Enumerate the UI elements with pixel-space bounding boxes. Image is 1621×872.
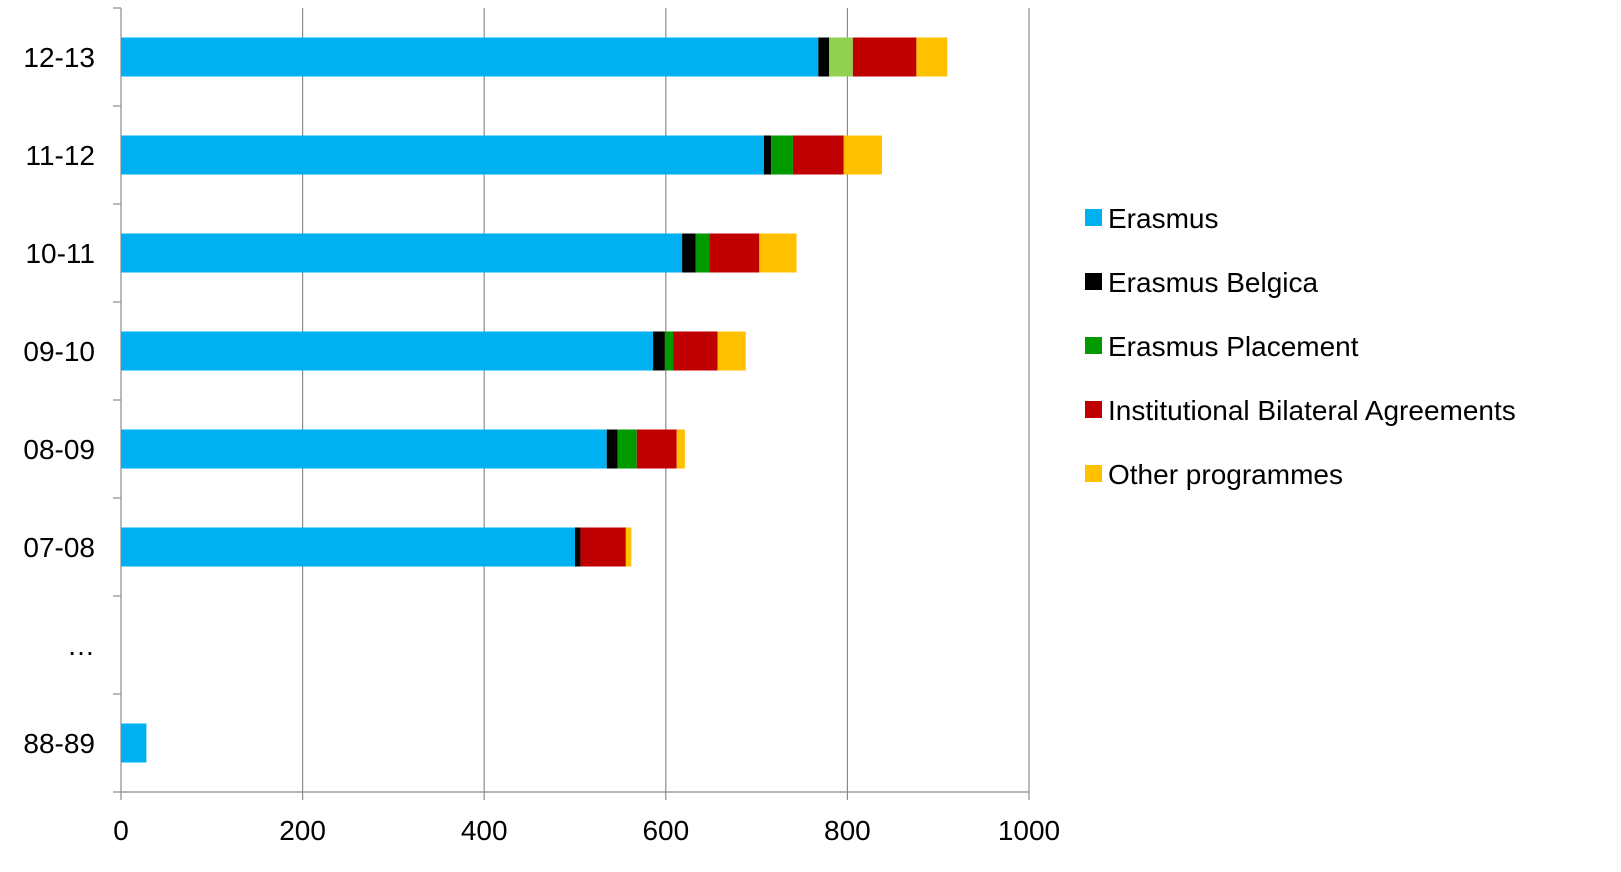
x-tick-label: 1000 [998, 815, 1060, 846]
legend-label: Erasmus [1108, 203, 1218, 234]
bar-segment-erasmus [121, 723, 147, 763]
bar-segment-erasmus-placement [664, 331, 674, 371]
legend-swatch [1085, 337, 1102, 354]
legend-label: Erasmus Placement [1108, 331, 1359, 362]
bar-segment-institutional-bilateral-agreements [792, 135, 844, 175]
bar-segment-erasmus-belgica [682, 233, 696, 273]
legend-label: Institutional Bilateral Agreements [1108, 395, 1516, 426]
bar-segment-erasmus [121, 233, 683, 273]
gridlines [302, 8, 1030, 792]
y-tick-label: 11-12 [25, 140, 95, 171]
bar-segment-erasmus-placement [695, 233, 710, 273]
bar-segment-institutional-bilateral-agreements [673, 331, 718, 371]
bar-segment-erasmus [121, 37, 819, 77]
legend: Erasmus Erasmus Belgica Erasmus Placement I… [1085, 203, 1516, 490]
y-tick-label: 10-11 [25, 238, 95, 269]
y-tick-label: 09-10 [23, 336, 95, 367]
bar-segment-institutional-bilateral-agreements [852, 37, 917, 77]
bar-segment-erasmus-belgica [606, 429, 618, 469]
bar-segment-institutional-bilateral-agreements [580, 527, 626, 567]
bar-segment-erasmus-belgica [653, 331, 665, 371]
axes [113, 7, 1030, 800]
bar-segment-other-programmes [717, 331, 746, 371]
tick-labels: 12-13 11-12 10-11 09-10 08-09 07-08 … 88-89 0 200… [23, 42, 1060, 846]
bar-segment-erasmus [121, 429, 607, 469]
legend-swatch [1085, 401, 1102, 418]
bar-segment-erasmus [121, 331, 654, 371]
x-tick-label: 200 [279, 815, 326, 846]
bar-segment-erasmus-belgica [818, 37, 830, 77]
x-tick-label: 0 [113, 815, 129, 846]
legend-swatch [1085, 465, 1102, 482]
bar-segment-other-programmes [916, 37, 948, 77]
legend-label: Other programmes [1108, 459, 1343, 490]
bar-segment-erasmus-placement [617, 429, 637, 469]
bar-segment-erasmus-placement [771, 135, 793, 175]
bar-segment-other-programmes [843, 135, 882, 175]
y-tick-label: 07-08 [23, 532, 95, 563]
y-tick-label: 88-89 [23, 728, 95, 759]
y-tick-label: 12-13 [23, 42, 95, 73]
bar-segment-institutional-bilateral-agreements [709, 233, 760, 273]
bar-segment-other-programmes [676, 429, 685, 469]
legend-swatch [1085, 209, 1102, 226]
bar-segment-erasmus-belgica [575, 527, 581, 567]
legend-label: Erasmus Belgica [1108, 267, 1319, 298]
bar-segment-erasmus [121, 135, 764, 175]
bar-segment-erasmus-placement [829, 37, 853, 77]
bar-segment-erasmus-belgica [763, 135, 772, 175]
x-tick-label: 400 [461, 815, 508, 846]
y-tick-label: … [67, 630, 95, 661]
bar-segment-erasmus [121, 527, 575, 567]
bar-segment-other-programmes [625, 527, 632, 567]
bar-segment-other-programmes [759, 233, 797, 273]
y-tick-label: 08-09 [23, 434, 95, 465]
x-tick-label: 600 [642, 815, 689, 846]
legend-swatch [1085, 273, 1102, 290]
x-tick-label: 800 [824, 815, 871, 846]
bar-segment-institutional-bilateral-agreements [636, 429, 677, 469]
bars [121, 37, 948, 763]
